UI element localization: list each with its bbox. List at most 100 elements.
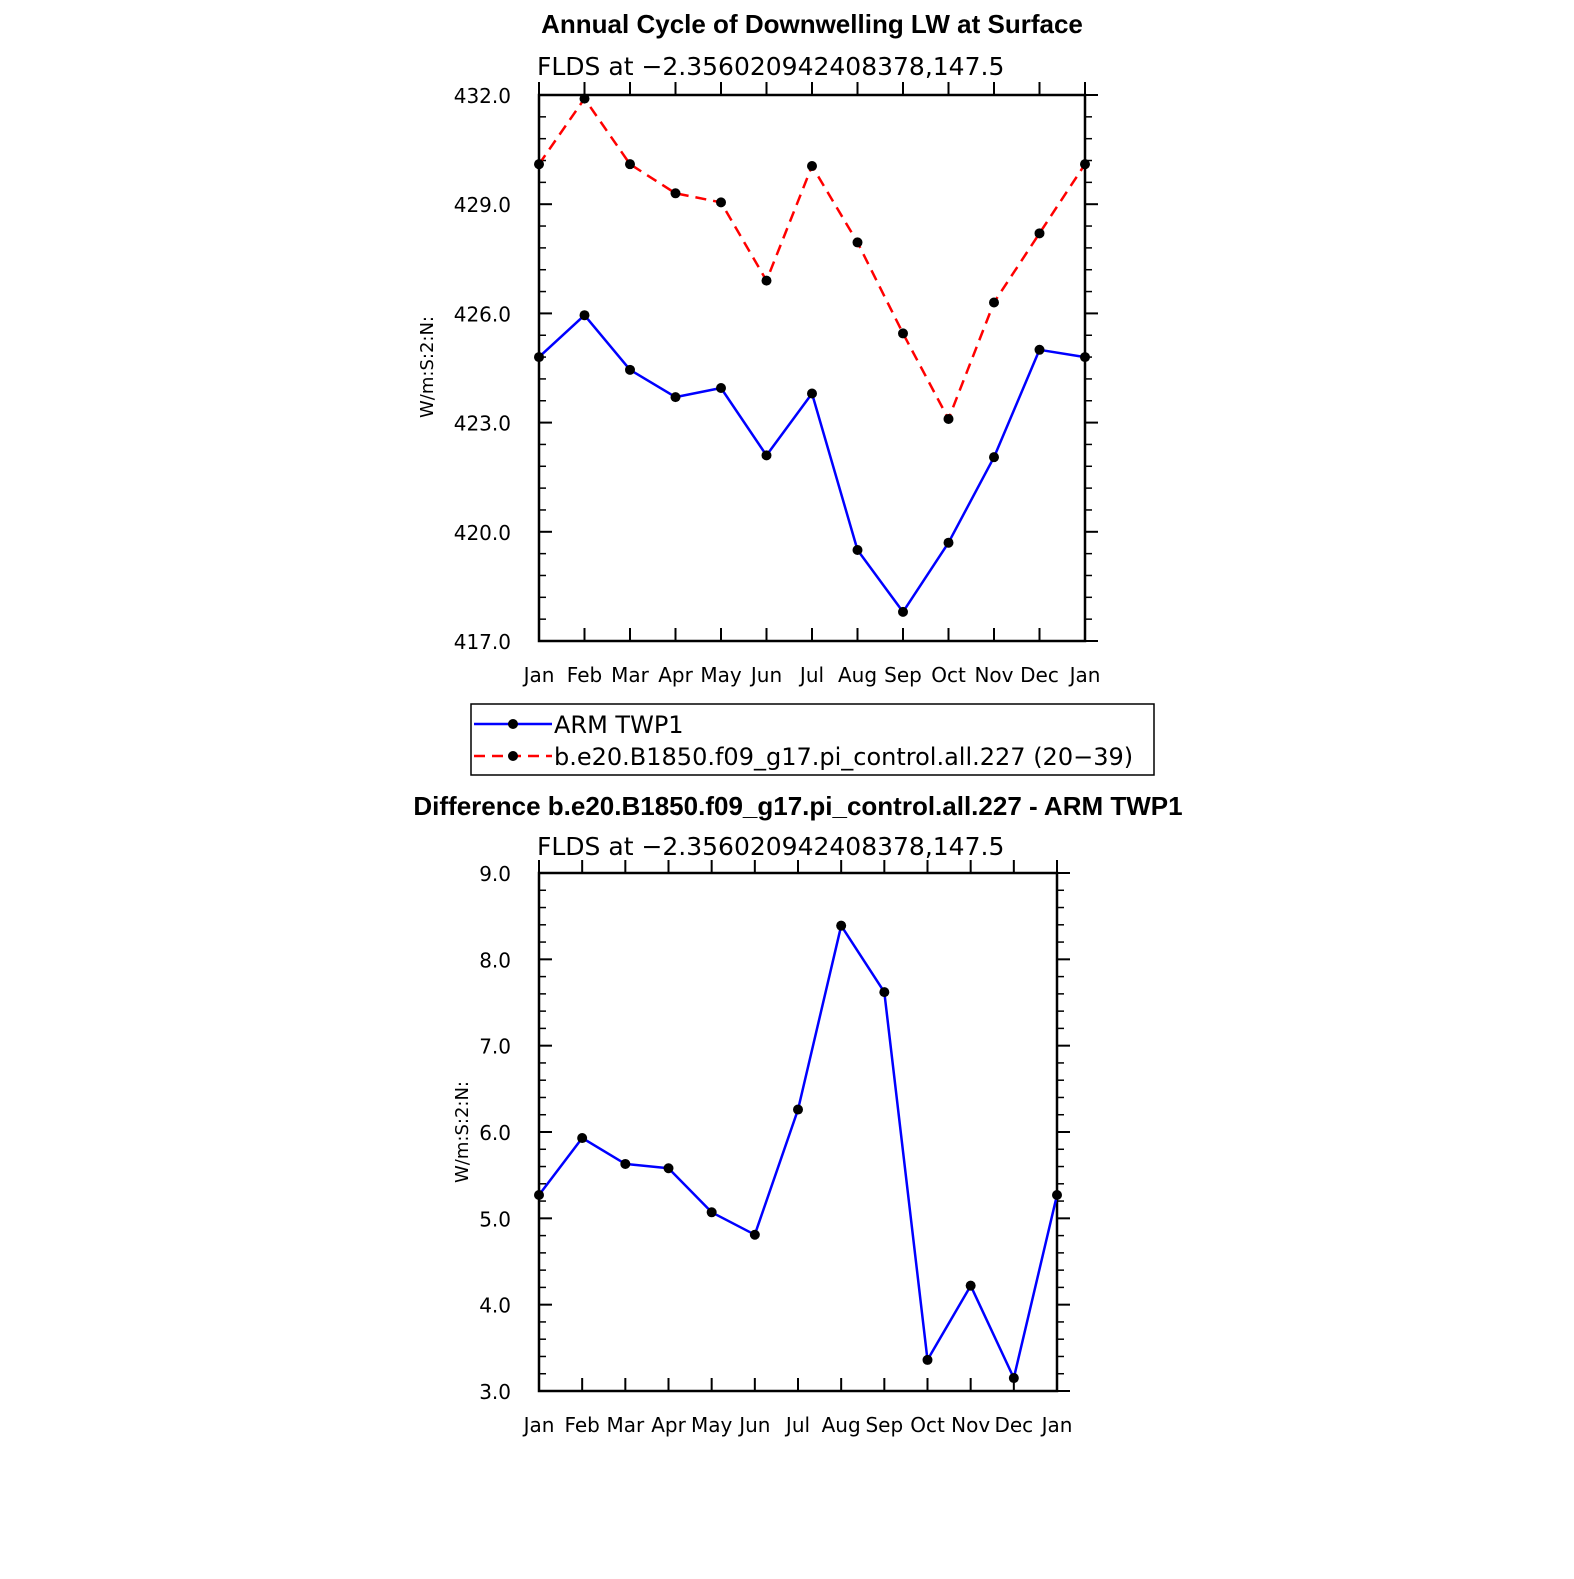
top-chart-y-tick-label: 423.0: [454, 412, 511, 436]
top-chart-series-0-point: [807, 388, 817, 399]
top-chart-series-1-point: [761, 275, 772, 286]
top-chart-series-0-line: [538, 313, 1086, 614]
top-chart-x-tick-label: Aug: [838, 663, 877, 687]
top-chart-legend: ARM TWP1 b.e20.B1850.f09_g17.pi_control.…: [470, 703, 1155, 776]
bottom-chart-series-0-point: [749, 1229, 760, 1240]
top-chart-series-1-point: [898, 328, 908, 339]
bottom-chart-y-tick-label: 5.0: [479, 1207, 511, 1231]
top-chart-series-0-point: [852, 545, 863, 555]
legend-label-model: b.e20.B1850.f09_g17.pi_control.all.227 (…: [554, 743, 1133, 771]
bottom-chart-x-tick-label: Jan: [522, 1413, 555, 1437]
top-chart-series-0-point: [989, 452, 999, 463]
top-chart-series-1-point: [579, 93, 590, 104]
bottom-chart-series-0-point: [793, 1104, 803, 1115]
top-chart-x-tick-label: Feb: [567, 663, 602, 687]
bottom-chart-series-0-point: [879, 987, 890, 998]
bottom-chart-series-0-point: [577, 1133, 588, 1144]
top-chart-axes: Jan Feb Mar Apr May Jun Jul Aug Sep Oct Nov Dec Jan 4…: [454, 82, 1101, 687]
bottom-chart-x-tick-label: Jan: [1040, 1413, 1073, 1437]
top-chart-series-1-point: [670, 188, 681, 199]
top-chart-x-tick-label: Sep: [884, 663, 922, 687]
top-chart-y-tick-label: 420.0: [454, 521, 511, 545]
top-chart-x-tick-label: Dec: [1020, 663, 1059, 687]
bottom-chart-x-tick-label: Oct: [910, 1413, 945, 1437]
bottom-chart-y-axis-label: W/m:S:2:N:: [452, 1081, 473, 1183]
legend-marker-model: [508, 751, 518, 761]
bottom-chart-x-tick-label: Apr: [651, 1413, 686, 1437]
bottom-chart-frame: [537, 871, 1059, 1393]
top-chart-series-0-point: [579, 310, 590, 321]
top-chart-series-0-point: [943, 537, 954, 548]
bottom-chart-series-0-point: [965, 1280, 976, 1291]
top-chart-x-tick-label: Oct: [931, 663, 966, 687]
top-chart-series-0-point: [670, 392, 681, 403]
legend-marker-arm-twp1: [508, 719, 518, 729]
top-chart-series-0-point: [1034, 344, 1045, 355]
top-chart-series-1-point: [625, 159, 635, 170]
bottom-chart-series-0-point: [836, 920, 847, 931]
top-chart-series-1-point: [943, 413, 954, 424]
top-chart-x-tick-label: Jun: [749, 663, 782, 687]
bottom-chart-y-tick-label: 6.0: [479, 1121, 511, 1145]
bottom-chart-y-tick-label: 8.0: [479, 948, 511, 972]
legend-entry-model: b.e20.B1850.f09_g17.pi_control.all.227 (…: [474, 743, 1133, 771]
bottom-chart-series-0-point: [706, 1207, 717, 1218]
bottom-chart-x-tick-label: Jun: [737, 1413, 770, 1437]
top-chart-y-tick-label: 417.0: [454, 630, 511, 654]
top-chart-x-tick-label: Jan: [1068, 663, 1101, 687]
bottom-chart-x-tick-label: May: [691, 1413, 733, 1437]
top-chart-series-0-point: [534, 352, 544, 363]
bottom-chart-series-0-point: [1052, 1190, 1062, 1201]
bottom-chart-y-tick-label: 4.0: [479, 1294, 511, 1318]
bottom-chart-x-tick-label: Nov: [951, 1413, 990, 1437]
bottom-chart-x-tick-label: Aug: [822, 1413, 861, 1437]
top-chart-x-tick-label: May: [700, 663, 742, 687]
top-chart-series-1-point: [807, 160, 817, 171]
legend-label-arm-twp1: ARM TWP1: [554, 711, 684, 739]
top-chart-y-tick-label: 432.0: [454, 84, 511, 108]
bottom-chart-x-tick-label: Dec: [994, 1413, 1033, 1437]
bottom-chart-x-tick-label: Feb: [564, 1413, 599, 1437]
bottom-chart-series-0-point: [922, 1354, 933, 1365]
bottom-chart-subtitle: FLDS at −2.356020942408378,147.5: [537, 832, 1004, 861]
top-chart-x-tick-label: Nov: [974, 663, 1013, 687]
top-chart-series-1-point: [1080, 159, 1090, 170]
top-chart-series-1-point: [1034, 228, 1045, 239]
legend-frame: [470, 703, 1155, 776]
bottom-chart-x-tick-label: Jul: [784, 1413, 810, 1437]
top-chart-title: Annual Cycle of Downwelling LW at Surfac…: [541, 9, 1083, 39]
bottom-chart-series-0-point: [663, 1163, 674, 1174]
bottom-chart-series: [534, 920, 1062, 1384]
top-chart-series: [534, 93, 1090, 617]
top-chart-x-tick-label: Jan: [522, 663, 555, 687]
bottom-chart-series-0-point: [620, 1158, 631, 1169]
bottom-chart-y-tick-label: 9.0: [479, 862, 511, 886]
top-chart-subtitle: FLDS at −2.356020942408378,147.5: [537, 52, 1004, 81]
top-chart-series-0-point: [625, 364, 635, 375]
bottom-chart-x-tick-label: Mar: [606, 1413, 645, 1437]
bottom-chart-y-tick-label: 7.0: [479, 1035, 511, 1059]
top-chart-y-tick-label: 429.0: [454, 193, 511, 217]
bottom-chart-series-0-point: [534, 1190, 544, 1201]
top-chart-x-tick-label: Apr: [658, 663, 693, 687]
bottom-chart-title: Difference b.e20.B1850.f09_g17.pi_contro…: [413, 791, 1182, 821]
bottom-chart-x-tick-label: Sep: [865, 1413, 903, 1437]
bottom-chart-y-tick-label: 3.0: [479, 1380, 511, 1404]
top-chart: Annual Cycle of Downwelling LW at Surfac…: [417, 9, 1155, 776]
top-chart-y-axis-label: W/m:S:2:N:: [417, 316, 438, 418]
bottom-chart-series-0-point: [1008, 1373, 1019, 1384]
top-chart-series-1-point: [534, 159, 544, 170]
top-chart-series-1-point: [716, 197, 726, 208]
top-chart-x-tick-label: Jul: [798, 663, 824, 687]
top-chart-series-0-point: [898, 606, 908, 617]
top-chart-series-1-line: [537, 97, 1087, 421]
top-chart-series-1-point: [852, 237, 863, 248]
top-chart-x-tick-label: Mar: [611, 663, 650, 687]
top-chart-series-0-point: [761, 450, 772, 461]
bottom-chart-series-0-line: [538, 924, 1059, 1380]
top-chart-y-tick-label: 426.0: [454, 302, 511, 326]
top-chart-series-0-point: [1080, 352, 1090, 363]
top-chart-frame: [537, 93, 1087, 643]
